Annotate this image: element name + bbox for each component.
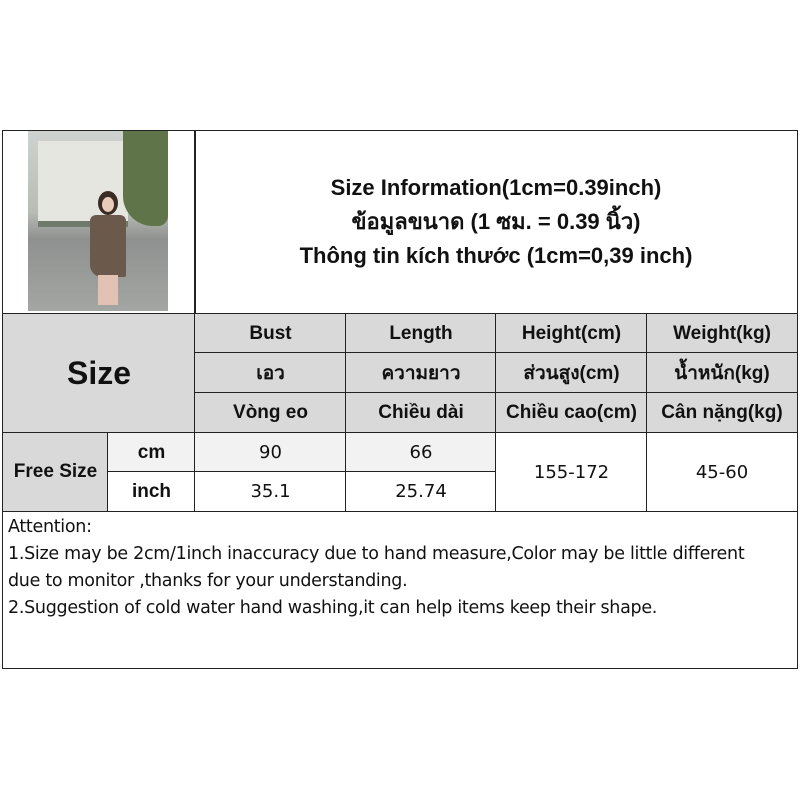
attention-notes: Attention: 1.Size may be 2cm/1inch inacc… [2, 511, 798, 669]
bust-cm-value: 90 [194, 432, 347, 473]
attention-heading: Attention: [8, 517, 92, 537]
attention-line-3: 2.Suggestion of cold water hand washing,… [8, 598, 658, 618]
header-bust-vi: Vòng eo [194, 392, 347, 434]
header-length-vi: Chiều dài [345, 392, 497, 434]
header-weight-th: น้ำหนัก(kg) [646, 352, 798, 394]
weight-value: 45-60 [646, 432, 798, 512]
size-header: Size [2, 313, 196, 434]
attention-line-1: 1.Size may be 2cm/1inch inaccuracy due t… [8, 544, 745, 564]
size-label: Size [66, 355, 132, 391]
bust-inch-value: 35.1 [194, 471, 347, 512]
title-thai: ข้อมูลขนาด (1 ซม. = 0.39 นิ้ว) [351, 209, 641, 234]
height-value: 155-172 [495, 432, 648, 512]
title-vietnamese: Thông tin kích thước (1cm=0,39 inch) [299, 243, 693, 268]
header-length-en: Length [345, 313, 497, 354]
product-photo [28, 131, 168, 311]
header-length-th: ความยาว [345, 352, 497, 394]
length-cm-value: 66 [345, 432, 497, 473]
unit-inch: inch [107, 471, 196, 512]
header-bust-th: เอว [194, 352, 347, 394]
header-weight-vi: Cân nặng(kg) [646, 392, 798, 434]
unit-cm: cm [107, 432, 196, 473]
attention-line-2: due to monitor ,thanks for your understa… [8, 571, 408, 591]
length-inch-value: 25.74 [345, 471, 497, 512]
header-weight-en: Weight(kg) [646, 313, 798, 354]
size-free-size: Free Size [2, 432, 109, 512]
header-height-en: Height(cm) [495, 313, 648, 354]
title-english: Size Information(1cm=0.39inch) [330, 175, 662, 200]
header-bust-en: Bust [194, 313, 347, 354]
header-height-vi: Chiều cao(cm) [495, 392, 648, 434]
size-information-title: Size Information(1cm=0.39inch) ข้อมูลขนา… [194, 130, 798, 314]
header-height-th: ส่วนสูง(cm) [495, 352, 648, 394]
